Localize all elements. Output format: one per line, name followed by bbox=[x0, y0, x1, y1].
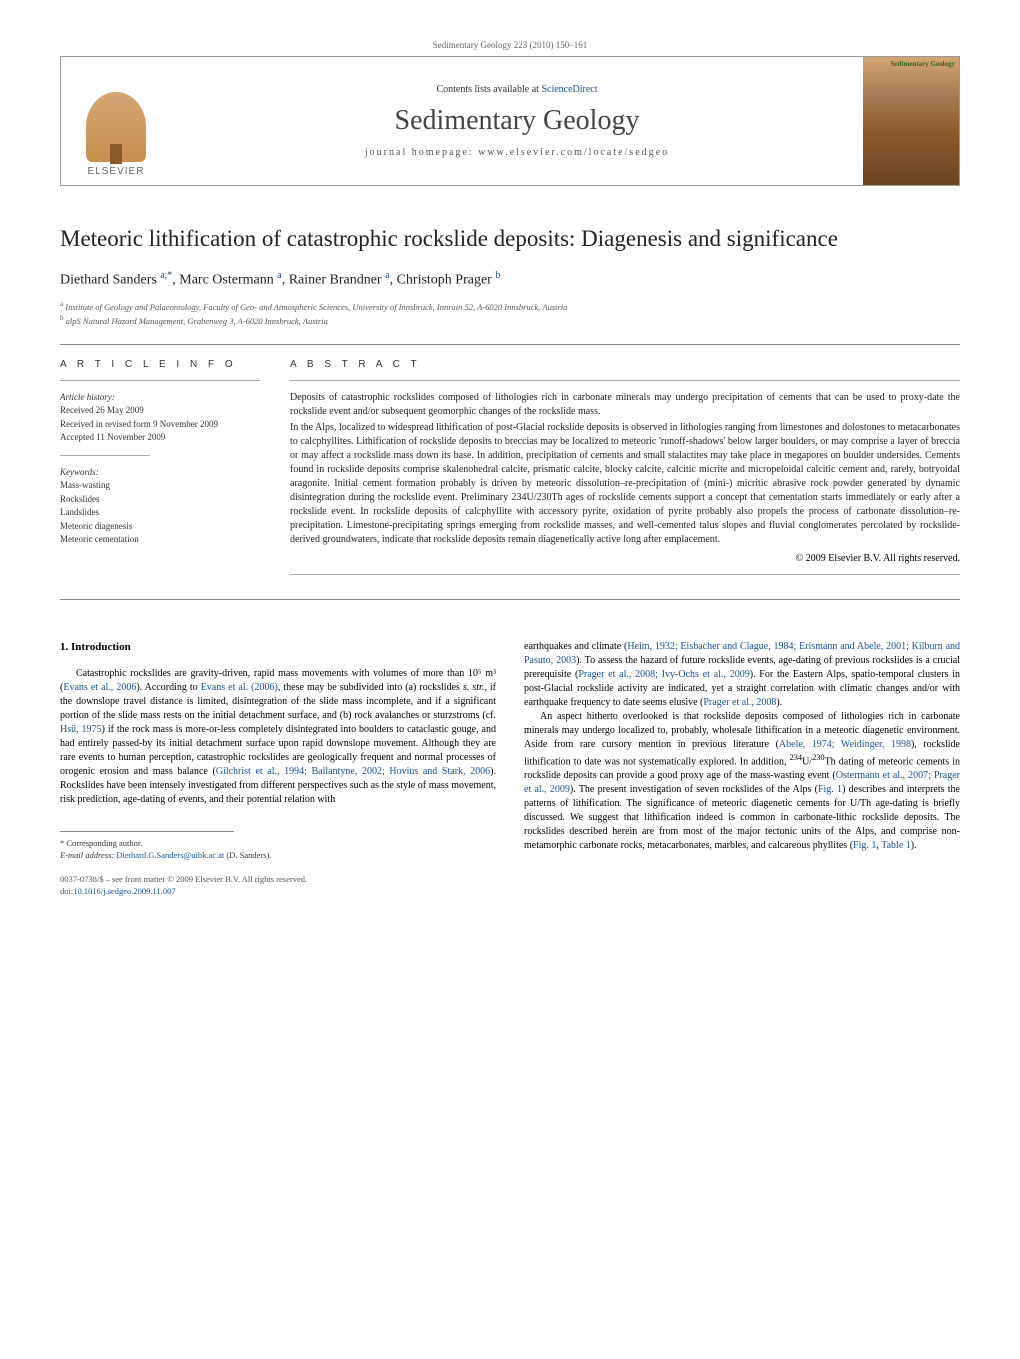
journal-header: ELSEVIER Contents lists available at Sci… bbox=[60, 56, 960, 186]
article-history: Article history: Received 26 May 2009Rec… bbox=[60, 391, 260, 445]
journal-citation: Sedimentary Geology 223 (2010) 150–161 bbox=[60, 40, 960, 50]
contents-available: Contents lists available at ScienceDirec… bbox=[171, 84, 863, 95]
info-sep-2 bbox=[60, 455, 150, 456]
abstract-paragraph: Deposits of catastrophic rockslides comp… bbox=[290, 391, 960, 419]
publisher-logo-block: ELSEVIER bbox=[61, 57, 171, 185]
authors-line: Diethard Sanders a,*, Marc Ostermann a, … bbox=[60, 270, 960, 289]
article-title: Meteoric lithification of catastrophic r… bbox=[60, 226, 960, 252]
author-email-link[interactable]: Diethard.G.Sanders@uibk.ac.at bbox=[116, 850, 224, 860]
history-line: Accepted 11 November 2009 bbox=[60, 431, 260, 445]
abstract-column: A B S T R A C T Deposits of catastrophic… bbox=[290, 359, 960, 585]
email-line: E-mail address: Diethard.G.Sanders@uibk.… bbox=[60, 850, 496, 862]
keyword-line: Meteoric diagenesis bbox=[60, 520, 260, 534]
history-label: Article history: bbox=[60, 391, 260, 405]
rule-below-abstract bbox=[60, 599, 960, 600]
keywords-block: Keywords: Mass-wastingRockslidesLandslid… bbox=[60, 466, 260, 547]
body-paragraph: An aspect hitherto overlooked is that ro… bbox=[524, 710, 960, 853]
doi-line: doi:10.1016/j.sedgeo.2009.11.007 bbox=[60, 886, 496, 898]
footnote-rule bbox=[60, 831, 234, 832]
front-matter-line: 0037-0738/$ – see front matter © 2009 El… bbox=[60, 874, 496, 886]
publisher-name: ELSEVIER bbox=[88, 166, 145, 177]
elsevier-tree-icon bbox=[86, 92, 146, 162]
keywords-label: Keywords: bbox=[60, 466, 260, 480]
body-column-left: 1. Introduction Catastrophic rockslides … bbox=[60, 640, 496, 898]
rule-above-info bbox=[60, 344, 960, 345]
keyword-line: Meteoric cementation bbox=[60, 533, 260, 547]
body-paragraph: earthquakes and climate (Heim, 1932; Eis… bbox=[524, 640, 960, 710]
front-matter-meta: 0037-0738/$ – see front matter © 2009 El… bbox=[60, 874, 496, 898]
history-line: Received in revised form 9 November 2009 bbox=[60, 418, 260, 432]
contents-prefix: Contents lists available at bbox=[436, 84, 541, 95]
journal-cover-thumb: Sedimentary Geology bbox=[863, 57, 959, 185]
info-abstract-row: A R T I C L E I N F O Article history: R… bbox=[60, 359, 960, 585]
cover-label: Sedimentary Geology bbox=[891, 61, 955, 69]
abstract-text: Deposits of catastrophic rockslides comp… bbox=[290, 391, 960, 547]
abstract-paragraph: In the Alps, localized to widespread lit… bbox=[290, 421, 960, 547]
keyword-line: Rockslides bbox=[60, 493, 260, 507]
info-sep-1 bbox=[60, 380, 260, 381]
abstract-sep-bottom bbox=[290, 574, 960, 575]
email-label: E-mail address: bbox=[60, 850, 114, 860]
doi-label: doi: bbox=[60, 886, 73, 896]
abstract-copyright: © 2009 Elsevier B.V. All rights reserved… bbox=[290, 553, 960, 564]
article-info-heading: A R T I C L E I N F O bbox=[60, 359, 260, 370]
corresponding-label: * Corresponding author. bbox=[60, 838, 496, 850]
email-suffix: (D. Sanders). bbox=[224, 850, 271, 860]
body-paragraph: Catastrophic rockslides are gravity-driv… bbox=[60, 667, 496, 807]
journal-homepage: journal homepage: www.elsevier.com/locat… bbox=[171, 147, 863, 158]
keyword-line: Mass-wasting bbox=[60, 479, 260, 493]
corresponding-footnote: * Corresponding author. E-mail address: … bbox=[60, 838, 496, 862]
header-center: Contents lists available at ScienceDirec… bbox=[171, 57, 863, 185]
keyword-line: Landslides bbox=[60, 506, 260, 520]
doi-link[interactable]: 10.1016/j.sedgeo.2009.11.007 bbox=[73, 886, 175, 896]
abstract-sep-top bbox=[290, 380, 960, 381]
body-column-right: earthquakes and climate (Heim, 1932; Eis… bbox=[524, 640, 960, 898]
history-line: Received 26 May 2009 bbox=[60, 404, 260, 418]
intro-heading: 1. Introduction bbox=[60, 640, 496, 655]
affiliations: a Institute of Geology and Palaeontology… bbox=[60, 299, 960, 328]
journal-name: Sedimentary Geology bbox=[171, 105, 863, 137]
affiliation-line: b alpS Natural Hazard Management, Graben… bbox=[60, 313, 960, 328]
body-two-column: 1. Introduction Catastrophic rockslides … bbox=[60, 640, 960, 898]
article-info-column: A R T I C L E I N F O Article history: R… bbox=[60, 359, 260, 585]
abstract-heading: A B S T R A C T bbox=[290, 359, 960, 370]
sciencedirect-link[interactable]: ScienceDirect bbox=[541, 84, 597, 95]
affiliation-line: a Institute of Geology and Palaeontology… bbox=[60, 299, 960, 314]
